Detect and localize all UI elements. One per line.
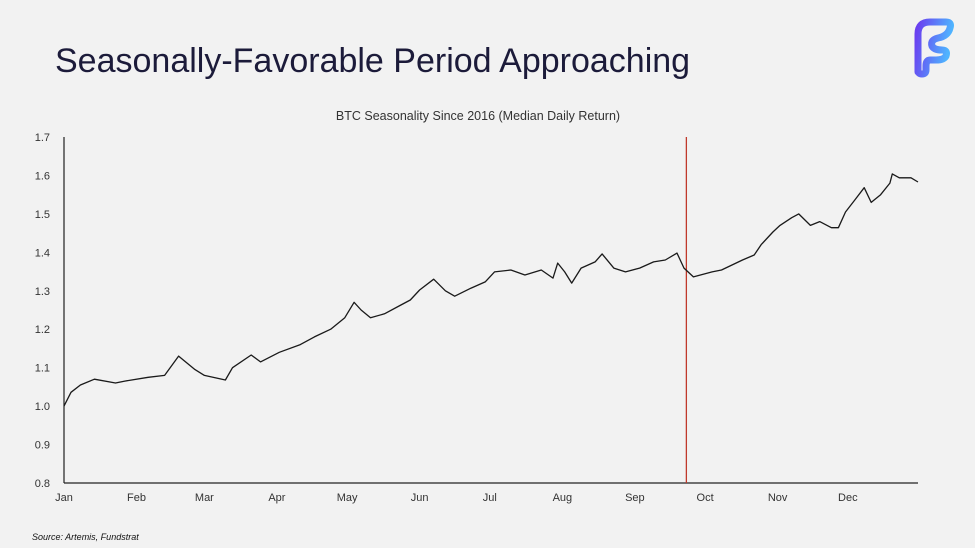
x-tick-label: Apr — [268, 492, 285, 504]
y-tick-label: 1.5 — [35, 209, 50, 221]
x-tick-label: May — [337, 492, 358, 504]
x-tick-label: Aug — [553, 492, 573, 504]
x-tick-label: Feb — [127, 492, 146, 504]
x-tick-label: Jan — [55, 492, 73, 504]
x-tick-label: Nov — [768, 492, 788, 504]
y-tick-label: 0.8 — [35, 478, 50, 490]
chart-title: BTC Seasonality Since 2016 (Median Daily… — [336, 109, 620, 123]
y-tick-label: 0.9 — [35, 440, 50, 452]
fundstrat-logo-icon — [906, 14, 956, 80]
y-tick-label: 1.1 — [35, 363, 50, 375]
x-tick-label: Sep — [625, 492, 645, 504]
x-tick-label: Dec — [838, 492, 858, 504]
y-tick-label: 1.6 — [35, 170, 50, 182]
x-tick-label: Oct — [697, 492, 714, 504]
slide-title: Seasonally-Favorable Period Approaching — [55, 42, 691, 80]
y-tick-label: 1.3 — [35, 286, 50, 298]
series-line-btc-seasonality — [63, 173, 919, 407]
y-tick-label: 1.2 — [35, 324, 50, 336]
source-note: Source: Artemis, Fundstrat — [32, 532, 139, 542]
y-tick-label: 1.4 — [35, 247, 50, 259]
x-tick-label: Jun — [411, 492, 429, 504]
y-tick-label: 1.7 — [35, 132, 50, 144]
x-tick-label: Mar — [195, 492, 214, 504]
y-tick-label: 1.0 — [35, 401, 50, 413]
x-tick-label: Jul — [483, 492, 497, 504]
